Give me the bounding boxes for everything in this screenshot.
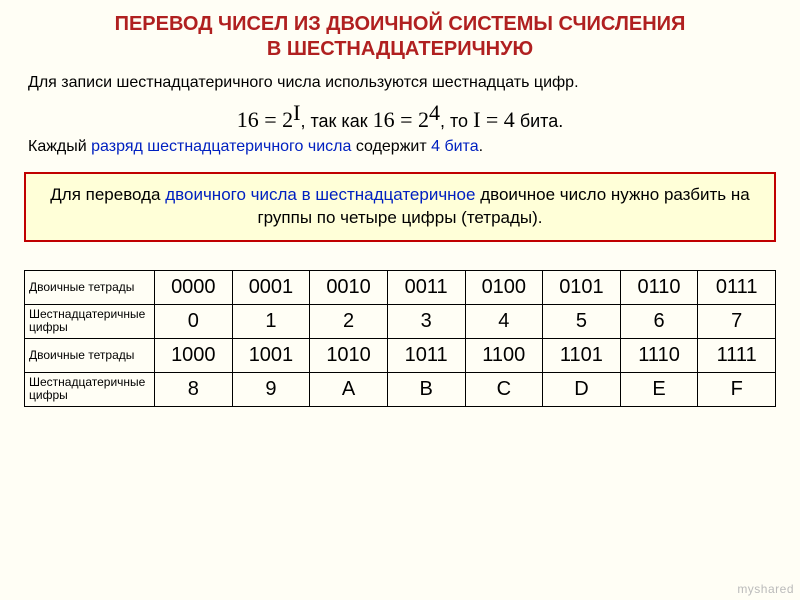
row-label-hex-2: Шестнадцатеричные цифры <box>25 372 155 406</box>
formula-sup1: I <box>293 100 300 125</box>
cell: 1110 <box>620 338 698 372</box>
cell: C <box>465 372 543 406</box>
row-label-hex-1: Шестнадцатеричные цифры <box>25 304 155 338</box>
formula-line: 16 = 2I, так как 16 = 24, то I = 4 бита. <box>28 94 772 137</box>
cell: 6 <box>620 304 698 338</box>
intro-line-2: Каждый разряд шестнадцатеричного числа с… <box>28 136 772 158</box>
title-line-1: ПЕРЕВОД ЧИСЕЛ ИЗ ДВОИЧНОЙ СИСТЕМЫ СЧИСЛЕ… <box>115 13 686 35</box>
cell: 0111 <box>698 270 776 304</box>
cell: 3 <box>387 304 465 338</box>
intro-line-1: Для записи шестнадцатеричного числа испо… <box>28 72 772 94</box>
cell: 0011 <box>387 270 465 304</box>
row-label-tetrad-2: Двоичные тетрады <box>25 338 155 372</box>
row-label-tetrad-1: Двоичные тетрады <box>25 270 155 304</box>
table-row: Шестнадцатеричные цифры 0 1 2 3 4 5 6 7 <box>25 304 776 338</box>
cell: 0100 <box>465 270 543 304</box>
cell: D <box>543 372 621 406</box>
intro2d: 4 бита <box>431 138 479 155</box>
cell: 1 <box>232 304 310 338</box>
intro2a: Каждый <box>28 138 91 155</box>
cell: E <box>620 372 698 406</box>
table-row: Двоичные тетрады 0000 0001 0010 0011 010… <box>25 270 776 304</box>
cell: 0001 <box>232 270 310 304</box>
rule-b: двоичного числа в шестнадцатеричное <box>165 185 475 204</box>
rule-box: Для перевода двоичного числа в шестнадца… <box>24 172 776 242</box>
rule-a: Для перевода <box>50 185 165 204</box>
cell: 5 <box>543 304 621 338</box>
cell: 1010 <box>310 338 388 372</box>
cell: 1111 <box>698 338 776 372</box>
cell: 1101 <box>543 338 621 372</box>
cell: 1011 <box>387 338 465 372</box>
formula-sup2: 4 <box>429 100 440 125</box>
cell: 2 <box>310 304 388 338</box>
conversion-table: Двоичные тетрады 0000 0001 0010 0011 010… <box>24 270 776 407</box>
cell: 0 <box>155 304 233 338</box>
cell: A <box>310 372 388 406</box>
intro-block: Для записи шестнадцатеричного числа испо… <box>0 72 800 158</box>
cell: B <box>387 372 465 406</box>
table-row: Шестнадцатеричные цифры 8 9 A B C D E F <box>25 372 776 406</box>
cell: 9 <box>232 372 310 406</box>
cell: 4 <box>465 304 543 338</box>
cell: 0110 <box>620 270 698 304</box>
cell: 0000 <box>155 270 233 304</box>
table-row: Двоичные тетрады 1000 1001 1010 1011 110… <box>25 338 776 372</box>
intro2b: разряд шестнадцатеричного числа <box>91 138 351 155</box>
intro2e: . <box>479 138 483 155</box>
conversion-table-wrap: Двоичные тетрады 0000 0001 0010 0011 010… <box>0 242 800 407</box>
formula-part2: , так как <box>301 111 373 131</box>
cell: 0010 <box>310 270 388 304</box>
title-line-2: В ШЕСТНАДЦАТЕРИЧНУЮ <box>267 38 533 60</box>
cell: 1100 <box>465 338 543 372</box>
cell: 0101 <box>543 270 621 304</box>
slide-title: ПЕРЕВОД ЧИСЕЛ ИЗ ДВОИЧНОЙ СИСТЕМЫ СЧИСЛЕ… <box>0 0 800 72</box>
formula-part6: бита. <box>515 111 563 131</box>
cell: 7 <box>698 304 776 338</box>
formula-part1a: 16 = 2 <box>237 107 293 132</box>
cell: 8 <box>155 372 233 406</box>
formula-part4: , то <box>440 111 473 131</box>
formula-part3a: 16 = 2 <box>373 107 429 132</box>
cell: 1001 <box>232 338 310 372</box>
cell: F <box>698 372 776 406</box>
watermark-text: myshared <box>737 582 794 596</box>
cell: 1000 <box>155 338 233 372</box>
formula-part5: I = 4 <box>473 107 515 132</box>
intro2c: содержит <box>351 138 431 155</box>
